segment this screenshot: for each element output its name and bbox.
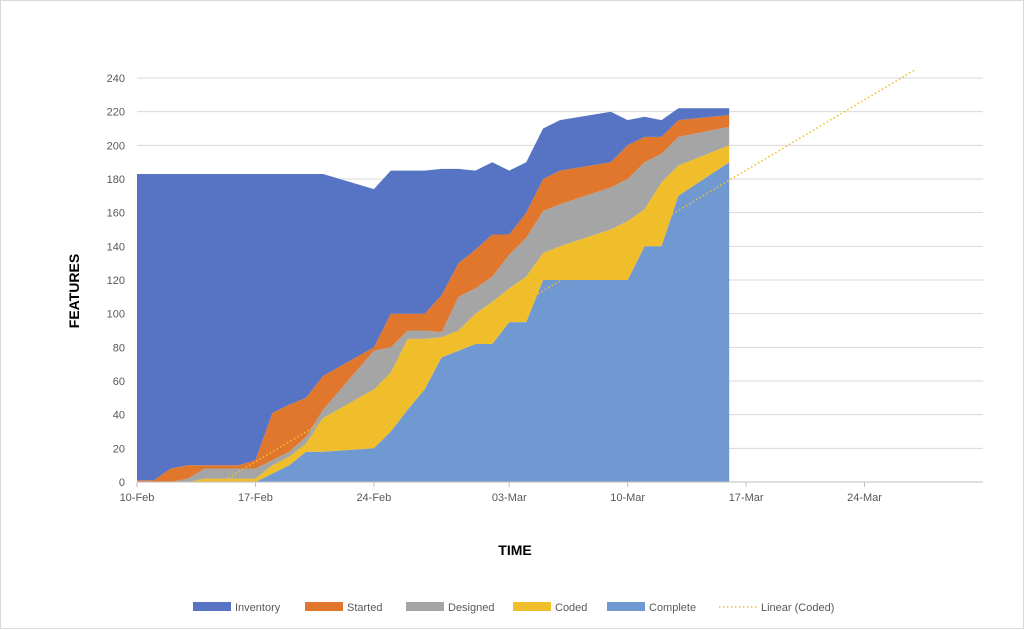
- legend-swatch-designed: [406, 602, 444, 611]
- y-tick-label: 140: [107, 241, 125, 253]
- trendline-layer: [221, 68, 916, 483]
- area-coded: [137, 145, 730, 483]
- x-tick-label: 17-Mar: [729, 492, 764, 504]
- x-axis-title: TIME: [498, 542, 531, 558]
- legend-label-trendline: Linear (Coded): [761, 602, 834, 614]
- legend-swatch-coded: [513, 602, 551, 611]
- area-inventory: [137, 108, 730, 481]
- legend-swatch-complete: [607, 602, 645, 611]
- legend-swatch-inventory: [193, 602, 231, 611]
- legend-label-inventory: Inventory: [235, 602, 281, 614]
- legend: Inventory Started Designed Coded Complete Lin…: [193, 602, 834, 614]
- legend-label-designed: Designed: [448, 602, 494, 614]
- y-tick-label: 100: [107, 309, 125, 321]
- y-axis-title: FEATURES: [66, 254, 82, 328]
- y-tick-label: 60: [113, 376, 125, 388]
- legend-label-complete: Complete: [649, 602, 696, 614]
- x-tick-label: 03-Mar: [492, 492, 527, 504]
- y-tick-label: 240: [107, 73, 125, 85]
- x-tick-label: 24-Feb: [356, 492, 391, 504]
- area-complete: [137, 162, 730, 482]
- legend-label-started: Started: [347, 602, 382, 614]
- x-tick-label: 17-Feb: [238, 492, 273, 504]
- y-tick-label: 160: [107, 208, 125, 220]
- trendline-linear-coded: [221, 68, 916, 483]
- axes: 0 20 40 60 80 100 120 140 160 180 200 220 240 10-Feb 1…: [107, 73, 983, 504]
- legend-swatch-started: [305, 602, 343, 611]
- y-tick-label: 40: [113, 410, 125, 422]
- y-tick-label: 200: [107, 140, 125, 152]
- area-designed: [137, 126, 730, 483]
- stacked-areas: [137, 108, 730, 483]
- y-tick-label: 80: [113, 342, 125, 354]
- legend-label-coded: Coded: [555, 602, 587, 614]
- y-tick-label: 20: [113, 443, 125, 455]
- y-tick-label: 180: [107, 174, 125, 186]
- x-tick-label: 24-Mar: [847, 492, 882, 504]
- y-tick-label: 120: [107, 275, 125, 287]
- x-tick-label: 10-Feb: [120, 492, 155, 504]
- x-tick-label: 10-Mar: [610, 492, 645, 504]
- y-tick-label: 220: [107, 107, 125, 119]
- y-tick-label: 0: [119, 477, 125, 489]
